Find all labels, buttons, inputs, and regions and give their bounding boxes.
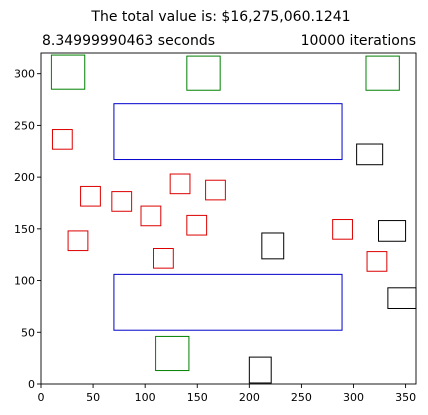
rect-mark-green-3 [155,335,190,372]
y-tick-label: 50 [21,326,35,339]
rect-mark-black-20 [387,287,417,309]
rect-mark-black-18 [378,220,407,242]
rect-mark-red-6 [51,129,73,150]
x-tick-label: 100 [135,391,156,404]
rect-mark-blue-5 [113,273,343,331]
x-tick-label: 50 [86,391,100,404]
rect-mark-black-19 [261,232,285,260]
rect-mark-red-11 [140,205,162,227]
y-tick-label: 100 [14,275,35,288]
rect-mark-green-2 [365,55,400,91]
rect-mark-black-17 [356,143,384,166]
x-tick-label: 150 [187,391,208,404]
rect-mark-red-13 [67,230,89,252]
elapsed-seconds-label: 8.34999990463 seconds [42,33,215,49]
rect-mark-red-12 [186,214,208,236]
rect-mark-green-0 [50,54,86,90]
rect-mark-red-10 [205,179,226,201]
x-axis: 0 50 100 150 200 250 300 350 [38,384,416,404]
chart-title: The total value is: $16,275,060.1241 [90,9,350,25]
x-tick-label: 300 [343,391,364,404]
y-axis: 0 50 100 150 200 250 300 [14,68,41,391]
rect-mark-blue-4 [113,103,343,161]
y-tick-label: 0 [28,378,35,391]
rect-mark-red-7 [80,185,101,207]
x-tick-label: 200 [239,391,260,404]
y-tick-label: 200 [14,171,35,184]
rect-mark-red-14 [153,247,174,269]
y-tick-label: 250 [14,119,35,132]
rect-mark-black-21 [248,356,272,384]
x-tick-label: 0 [38,391,45,404]
iterations-label: 10000 iterations [301,33,416,49]
rect-mark-red-15 [332,219,353,240]
rect-mark-red-16 [366,251,388,272]
rect-mark-green-1 [186,55,221,91]
x-tick-label: 250 [291,391,312,404]
y-tick-label: 150 [14,223,35,236]
x-tick-label: 350 [395,391,416,404]
axes-frame [40,52,417,385]
y-tick-label: 300 [14,68,35,81]
rect-mark-red-9 [169,173,191,195]
rect-mark-red-8 [111,191,133,212]
plot-area [50,54,417,384]
